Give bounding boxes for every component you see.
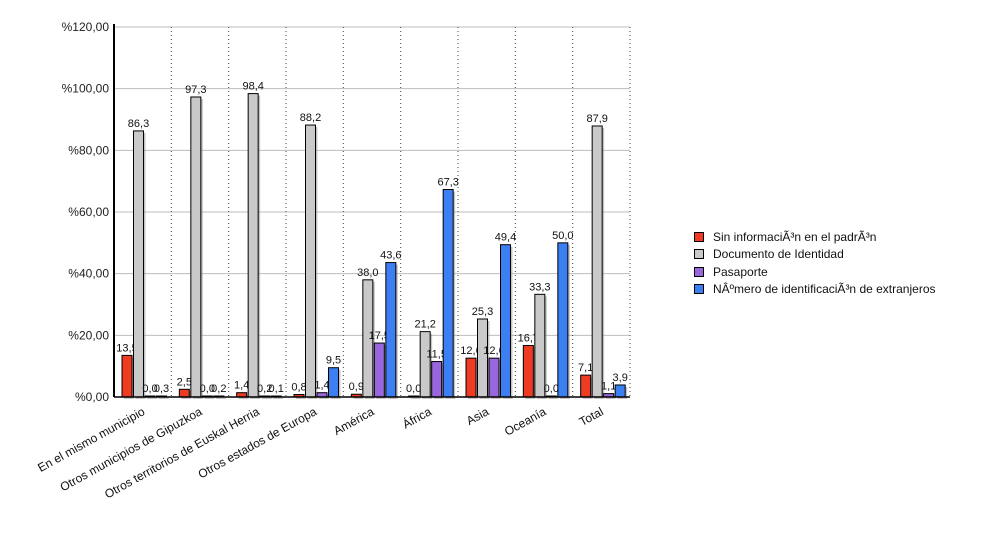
x-category-label: Oceanía [502, 404, 549, 438]
y-tick-label: %60,00 [68, 205, 109, 219]
legend-item-nie: NÂºmero de identificaciÃ³n de extranjero… [694, 281, 936, 299]
data-label: 12,6 [483, 345, 504, 357]
legend-swatch-sin-informacion [694, 231, 704, 242]
legend-swatch-pasaporte [694, 266, 704, 277]
y-tick-label: %120,00 [62, 20, 110, 34]
y-tick-label: %20,00 [68, 328, 109, 342]
x-category-label: Asia [464, 404, 491, 428]
legend-label-documento-identidad: Documento de Identidad [713, 247, 844, 262]
data-label: 0,0 [200, 383, 215, 395]
data-label: 1,4 [234, 380, 249, 392]
bar-shadow [410, 398, 421, 399]
data-label: 0,0 [406, 383, 421, 395]
data-label: 11,5 [426, 349, 447, 361]
bar-shadow [147, 398, 157, 399]
y-tick-label: %40,00 [68, 267, 109, 281]
bar [522, 345, 534, 398]
data-label: 88,2 [300, 112, 321, 124]
bar [500, 244, 511, 398]
data-label: 2,5 [177, 376, 192, 388]
bar-shadow [261, 398, 272, 399]
data-label: 98,4 [242, 81, 263, 93]
data-label: 0,1 [269, 383, 284, 395]
data-label: 1,4 [314, 380, 329, 392]
bar [477, 318, 488, 398]
data-label: 1,1 [601, 381, 616, 393]
data-label: 86,3 [128, 118, 149, 130]
data-label: 0,8 [291, 382, 306, 394]
bar-shadow [548, 398, 559, 399]
bar [178, 388, 190, 398]
data-label: 43,6 [380, 250, 401, 262]
bar-shadow [158, 398, 169, 399]
bar-shadow [204, 398, 215, 399]
x-category-label: África [400, 403, 434, 431]
x-category-label: Total [577, 404, 606, 429]
data-label: 49,4 [495, 232, 516, 244]
bar-shadow [215, 398, 226, 399]
bar [442, 188, 454, 398]
bar [121, 354, 133, 398]
data-label: 9,5 [326, 355, 341, 367]
data-label: 33,3 [529, 281, 550, 293]
data-label: 21,2 [414, 319, 435, 331]
bar-shadow [273, 398, 284, 399]
bar [488, 357, 500, 398]
bar [419, 331, 431, 398]
data-label: 67,3 [437, 176, 458, 188]
y-tick-label: %0,00 [75, 390, 109, 404]
bar [247, 93, 259, 398]
bar [133, 130, 144, 398]
bar [465, 357, 477, 398]
bar [580, 374, 592, 398]
data-label: 97,3 [185, 84, 206, 96]
data-label: 17,5 [369, 330, 390, 342]
chart-legend: Sin informaciÃ³n en el padrÃ³n Documento… [694, 228, 936, 298]
legend-item-pasaporte: Pasaporte [694, 263, 936, 281]
legend-item-sin-informacion: Sin informaciÃ³n en el padrÃ³n [694, 228, 936, 246]
legend-label-nie: NÂºmero de identificaciÃ³n de extranjero… [713, 282, 936, 297]
bar [385, 262, 397, 398]
legend-label-sin-informacion: Sin informaciÃ³n en el padrÃ³n [713, 229, 877, 244]
legend-item-documento-identidad: Documento de Identidad [694, 246, 936, 264]
data-label: 0,0 [544, 383, 559, 395]
data-label: 25,3 [472, 306, 493, 318]
data-label: 0,2 [257, 383, 272, 395]
bar [591, 125, 603, 398]
data-label: 3,9 [613, 372, 628, 384]
bar [305, 124, 316, 398]
data-label: 50,0 [552, 230, 573, 242]
data-label: 87,9 [586, 113, 607, 125]
bar [557, 242, 569, 398]
bar [373, 342, 385, 398]
data-label: 12,6 [460, 345, 481, 357]
data-label: 0,3 [154, 383, 169, 395]
data-label: 16,7 [518, 333, 539, 345]
bar [190, 96, 202, 398]
data-label: 7,1 [578, 362, 593, 374]
bar [614, 384, 626, 398]
y-tick-label: %100,00 [62, 82, 110, 96]
legend-label-pasaporte: Pasaporte [713, 264, 768, 279]
bar-shadow [296, 396, 306, 399]
data-label: 13,5 [116, 342, 137, 354]
legend-swatch-documento-identidad [694, 249, 704, 260]
data-label: 0,0 [142, 383, 157, 395]
data-label: 38,0 [357, 267, 378, 279]
y-tick-label: %80,00 [68, 143, 109, 157]
bar [328, 367, 339, 398]
legend-swatch-nie [694, 284, 704, 295]
bar [534, 293, 546, 398]
data-label: 0,2 [211, 383, 226, 395]
data-label: 0,9 [349, 381, 364, 393]
x-category-label: América [331, 404, 377, 438]
bar [431, 361, 443, 398]
